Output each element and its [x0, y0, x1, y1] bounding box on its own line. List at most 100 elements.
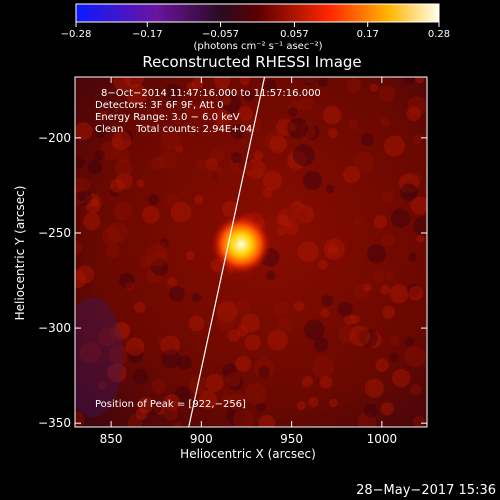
heatmap-mottle — [83, 212, 101, 231]
heatmap-mottle — [158, 150, 178, 170]
peak-position-label: Position of Peak = [922,−256] — [95, 399, 246, 410]
x-tick-label: 850 — [100, 432, 123, 446]
heatmap-mottle — [139, 255, 152, 268]
heatmap-mottle — [164, 407, 173, 416]
heatmap-mottle — [244, 334, 261, 351]
heatmap-mottle — [134, 301, 146, 313]
heatmap-mottle — [284, 220, 299, 236]
heatmap-mottle — [216, 312, 236, 332]
heatmap-mottle — [369, 83, 379, 93]
heatmap-mottle — [141, 205, 160, 224]
colorbar-svg: −0.28 −0.17 −0.057 0.057 0.17 0.28 (photons c… — [61, 3, 450, 52]
heatmap-mottle — [75, 269, 87, 289]
heatmap-mottle — [227, 374, 244, 391]
heatmap-mottle — [357, 412, 377, 427]
heatmap-mottle — [337, 325, 356, 344]
heatmap-mottle — [256, 402, 266, 412]
heatmap-mottle — [152, 251, 169, 268]
heatmap-mottle — [302, 170, 322, 191]
y-tick-label: −300 — [38, 321, 71, 335]
heatmap-mottle — [229, 155, 249, 175]
heatmap-mottle — [301, 77, 317, 86]
heatmap-mottle — [126, 83, 148, 106]
heatmap-mottle — [267, 329, 288, 351]
heatmap-mottle — [118, 272, 135, 289]
heatmap-mottle — [97, 327, 117, 347]
heatmap-mottle — [146, 266, 164, 284]
heatmap-mottle — [160, 335, 181, 356]
heatmap-mottle — [416, 234, 425, 243]
heatmap-mottle — [349, 325, 371, 347]
heatmap-mottle — [238, 106, 253, 121]
heatmap-mottle — [174, 144, 184, 153]
heatmap-mottle — [157, 241, 167, 251]
heatmap-mottle — [177, 355, 193, 371]
heatmap-mottle — [313, 337, 329, 352]
heatmap-mottle — [240, 113, 262, 135]
heatmap-mottle — [410, 196, 427, 215]
heatmap-mottle — [298, 96, 314, 112]
heatmap-mottle — [136, 179, 145, 188]
x-tick-label: 900 — [190, 432, 213, 446]
heatmap-mottle — [293, 300, 305, 312]
heatmap-mottle — [221, 394, 232, 405]
heatmap-mottle — [105, 243, 120, 258]
heatmap-mottle — [167, 276, 178, 287]
heatmap-mottle — [389, 284, 409, 304]
heatmap-mottle — [399, 183, 418, 202]
heatmap-mottle — [159, 238, 169, 248]
heatmap-mottle — [392, 368, 411, 388]
heatmap-mottle — [126, 347, 143, 364]
heatmap-mottle — [404, 346, 426, 368]
heatmap-mottle — [390, 208, 411, 229]
heatmap-mottle — [262, 170, 283, 191]
heatmap-mottle — [380, 284, 391, 295]
heatmap-mottle — [240, 313, 260, 333]
heatmap-mottle — [276, 226, 286, 237]
heatmap-mottle — [413, 215, 427, 238]
heatmap-mottle — [150, 156, 165, 170]
heatmap-mottle — [170, 201, 192, 223]
y-tick-label: −200 — [38, 131, 71, 145]
heatmap-mottle — [87, 159, 103, 175]
heatmap-mottle — [378, 84, 396, 103]
heatmap-mottle — [188, 315, 205, 332]
heatmap-mottle — [337, 301, 353, 317]
heatmap-low-region — [75, 297, 123, 417]
heatmap-mottle — [106, 221, 129, 244]
heatmap-mottle — [75, 187, 88, 205]
heatmap-mottle — [257, 168, 271, 182]
heatmap-mottle — [148, 401, 162, 415]
heatmap-mottle — [245, 158, 266, 180]
colorbar-gradient — [75, 3, 440, 23]
heatmap-mottle — [258, 366, 270, 379]
heatmap-mottle — [173, 115, 183, 126]
heatmap-mottle — [287, 117, 309, 139]
heatmap-mottle — [292, 144, 315, 167]
y-axis: −200 −250 −300 −350 — [38, 131, 427, 430]
heatmap-mottle — [320, 308, 330, 318]
x-axis-label: Heliocentric X (arcsec) — [180, 447, 316, 461]
heatmap-mottle — [230, 151, 243, 164]
heatmap-mottle — [206, 163, 224, 180]
heatmap-mottle — [287, 100, 302, 115]
colorbar: −0.28 −0.17 −0.057 0.057 0.17 0.28 (photons c… — [0, 0, 500, 60]
heatmap-mottle — [230, 124, 246, 140]
heatmap-mottle — [380, 117, 390, 127]
heatmap-mottle — [358, 329, 374, 345]
heatmap-mottle — [381, 233, 395, 247]
heatmap-mottle — [288, 205, 308, 226]
heatmap-mottle — [96, 110, 108, 121]
plot-area: Reconstructed RHESSI Image 8−Oct−2014 11… — [0, 50, 500, 470]
heatmap-mottle — [125, 337, 145, 356]
heatmap-mottle — [408, 285, 424, 301]
heatmap-mottle — [254, 357, 274, 378]
heatmap-mottle — [346, 78, 361, 93]
heatmap-mottle — [301, 375, 314, 387]
heatmap-mottle — [110, 178, 125, 193]
heatmap-mottle — [329, 398, 338, 408]
heatmap-texture — [75, 77, 427, 427]
heatmap-mottle — [114, 322, 131, 339]
colorbar-tick-label: 0.057 — [280, 29, 309, 40]
solar-limb-line — [188, 77, 266, 427]
